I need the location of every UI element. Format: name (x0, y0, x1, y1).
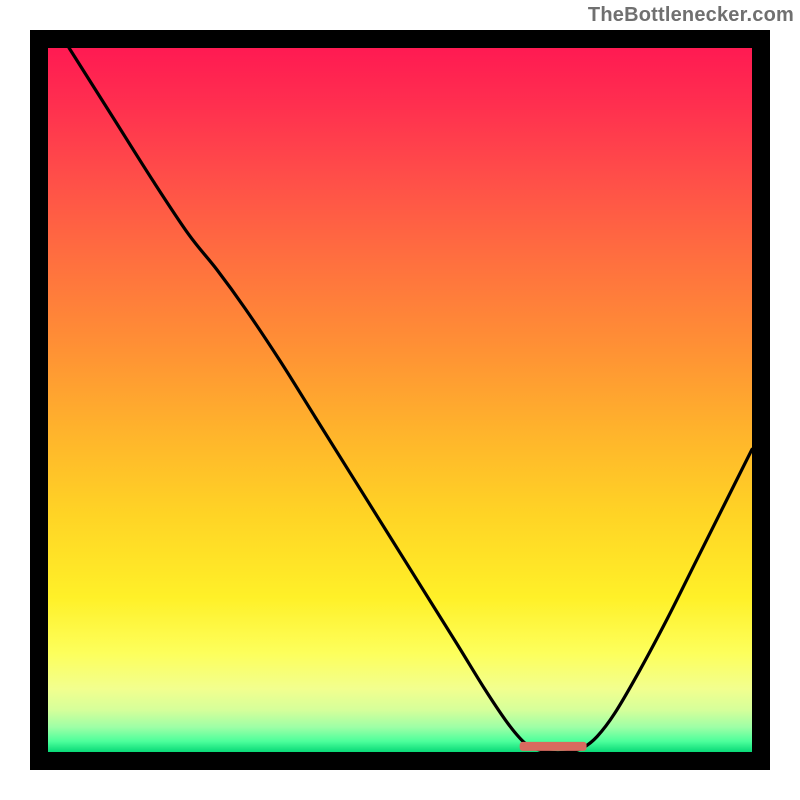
bottleneck-chart (0, 0, 800, 800)
optimal-range-marker (520, 742, 587, 751)
chart-container: TheBottlenecker.com (0, 0, 800, 800)
watermark-label: TheBottlenecker.com (588, 4, 794, 27)
plot-gradient (48, 48, 752, 752)
